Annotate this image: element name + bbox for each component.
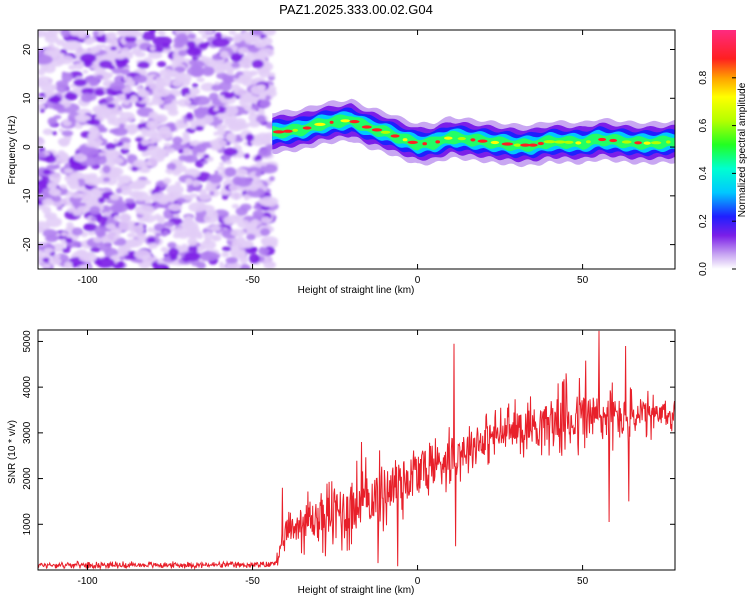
snr-frame	[37, 329, 676, 571]
snr-ytick-label: 2000	[22, 467, 33, 490]
snr-xtick-label: -50	[245, 576, 260, 587]
spectrogram-ylabel: Frequency (Hz)	[7, 116, 18, 185]
colorbar-tick-label: 0.6	[698, 118, 709, 132]
snr-ytick-label: 4000	[22, 376, 33, 399]
colorbar-tick-label: 0.2	[698, 214, 709, 228]
colorbar-tick-label: 0.0	[698, 262, 709, 276]
snr-ylabel: SNR (10 * v/v)	[7, 420, 18, 484]
colorbar-label: Normalized spectral amplitude	[737, 82, 748, 217]
figure-title: PAZ1.2025.333.00.02.G04	[279, 2, 433, 17]
snr-xtick-label: -100	[77, 576, 97, 587]
spectrogram-xtick-label: -100	[77, 275, 97, 286]
snr-axes: -100 -50 0 50 1000 2000 3000 4000 5000	[22, 330, 675, 587]
spectrogram-ytick-label: -20	[22, 237, 33, 252]
spectrogram-xtick-label: 0	[415, 275, 421, 286]
snr-plot-area	[38, 330, 675, 570]
spectrogram-xtick-label: 50	[577, 275, 589, 286]
colorbar-axis: 0.0 0.2 0.4 0.6 0.8	[698, 70, 736, 276]
colorbar-gradient	[712, 30, 736, 269]
colorbar: 0.0 0.2 0.4 0.6 0.8 Normalized spectral ampl…	[698, 30, 748, 276]
snr-xtick-label: 0	[415, 576, 421, 587]
noise-region	[38, 30, 279, 269]
spectrogram-ytick-label: -10	[22, 188, 33, 203]
snr-ytick-label: 5000	[22, 330, 33, 353]
snr-panel: -100 -50 0 50 1000 2000 3000 4000 5000 Height of…	[7, 329, 676, 596]
spectrogram-ytick-label: 20	[22, 44, 33, 56]
spectrogram-xtick-label: -50	[245, 275, 260, 286]
snr-ytick-label: 3000	[22, 421, 33, 444]
spectrogram-ytick-label: 10	[22, 92, 33, 104]
spectrogram-image	[38, 30, 675, 269]
snr-xtick-label: 50	[577, 576, 589, 587]
signal-ridge	[272, 98, 675, 168]
colorbar-tick-label: 0.8	[698, 70, 709, 84]
spectrogram-xlabel: Height of straight line (km)	[298, 285, 415, 296]
snr-ytick-label: 1000	[22, 513, 33, 536]
snr-xlabel: Height of straight line (km)	[298, 585, 415, 596]
spectrogram-ytick-label: 0	[22, 144, 33, 150]
spectrogram-frame	[37, 29, 676, 270]
colorbar-tick-label: 0.4	[698, 166, 709, 180]
snr-series-line	[38, 330, 675, 570]
